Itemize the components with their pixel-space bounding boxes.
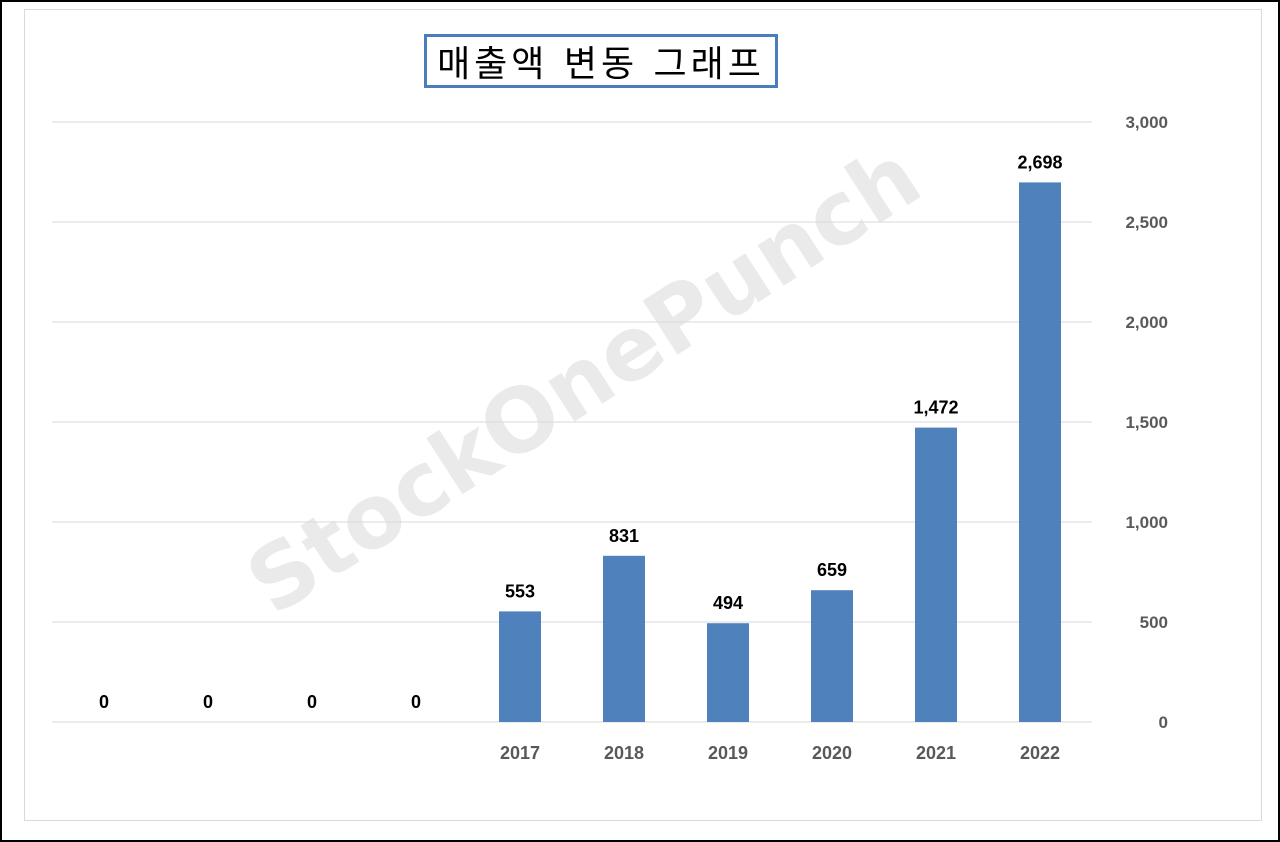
chart-title-box: 매출액 변동 그래프 (424, 34, 778, 88)
bar (1019, 182, 1061, 722)
bar (915, 427, 957, 722)
bar (499, 611, 541, 722)
data-label: 831 (609, 526, 639, 546)
bar (811, 590, 853, 722)
y-tick-label: 2,000 (1125, 313, 1168, 332)
data-label: 0 (99, 692, 109, 712)
watermark: StockOnePunch (229, 124, 938, 634)
x-tick-label: 2019 (708, 743, 748, 763)
x-tick-label: 2021 (916, 743, 956, 763)
y-tick-label: 3,000 (1125, 113, 1168, 132)
x-axis-ticks: 2017 2018 2019 2020 2021 2022 (500, 743, 1060, 763)
x-tick-label: 2018 (604, 743, 644, 763)
y-tick-label: 0 (1159, 713, 1168, 732)
data-label: 0 (411, 692, 421, 712)
x-tick-label: 2017 (500, 743, 540, 763)
data-label: 494 (713, 593, 743, 613)
bar (603, 555, 645, 722)
y-tick-label: 1,500 (1125, 413, 1168, 432)
data-label: 1,472 (913, 398, 958, 418)
plot-area-border (24, 9, 1262, 821)
data-label: 659 (817, 560, 847, 580)
data-label: 0 (307, 692, 317, 712)
x-tick-label: 2020 (812, 743, 852, 763)
x-tick-label: 2022 (1020, 743, 1060, 763)
bars (499, 182, 1061, 722)
data-label: 0 (203, 692, 213, 712)
data-label: 2,698 (1017, 152, 1062, 172)
y-tick-label: 2,500 (1125, 213, 1168, 232)
y-axis-ticks: 0 500 1,000 1,500 2,000 2,500 3,000 (1125, 113, 1168, 732)
y-tick-label: 500 (1140, 613, 1168, 632)
y-tick-label: 1,000 (1125, 513, 1168, 532)
data-label: 553 (505, 581, 535, 601)
data-labels: 0 0 0 0 553 831 494 659 1,472 2,698 (99, 152, 1063, 712)
bar (707, 623, 749, 722)
chart-title: 매출액 변동 그래프 (437, 44, 765, 85)
